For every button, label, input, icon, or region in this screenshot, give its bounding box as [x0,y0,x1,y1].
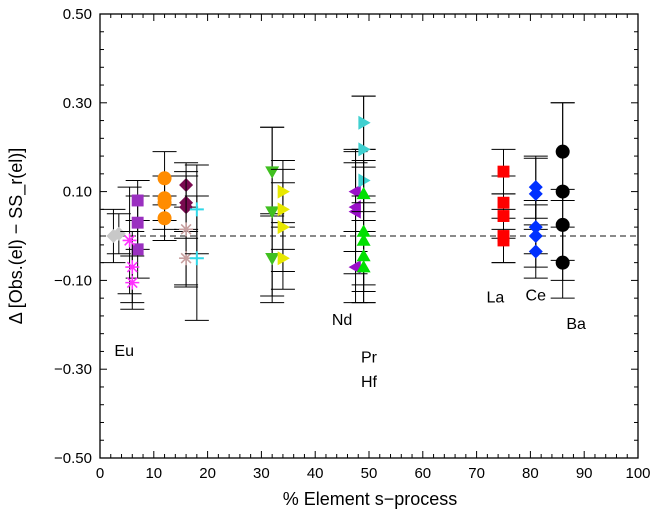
data-series [184,164,209,321]
data-point [356,233,371,246]
data-series [152,151,177,241]
data-point [157,211,172,226]
data-point [277,184,290,199]
x-tick-label: 20 [199,465,216,482]
data-point [189,251,204,266]
x-tick-label: 60 [414,465,431,482]
data-point [356,248,371,262]
data-point [528,244,543,259]
x-tick-label: 50 [361,465,378,482]
data-series [491,148,516,264]
data-point [358,115,371,130]
data-point [555,255,570,270]
data-series [351,160,376,304]
data-point [179,251,194,266]
element-label: Eu [114,343,134,360]
x-tick-label: 90 [576,465,593,482]
x-tick-label: 40 [307,465,324,482]
element-label: La [487,290,505,307]
data-point [131,194,144,207]
data-point [111,226,126,241]
data-point [157,171,172,186]
x-tick-label: 10 [145,465,162,482]
data-point [528,220,543,235]
data-point [348,184,361,199]
x-tick-label: 100 [625,465,650,482]
data-series [523,155,548,279]
data-point [277,220,290,235]
data-point [131,216,144,229]
element-label: Pr [361,350,378,367]
data-point [277,202,290,217]
data-point [497,234,510,247]
element-label: Ba [566,316,586,333]
data-series [101,208,131,264]
y-tick-label: 0.30 [63,95,92,112]
element-labels: Eu Nd Pr Hf La Ce Ba [114,287,586,391]
data-point [265,166,280,179]
data-point [125,275,140,290]
data-point [528,186,543,201]
data-point [157,195,172,210]
y-tick-label: −0.10 [54,272,92,289]
data-point [265,206,280,219]
y-tick-label: 0.10 [63,184,92,201]
data-point [131,243,144,256]
data-point [555,184,570,199]
data-point [265,252,280,266]
y-tick-label: 0.50 [63,6,92,23]
data-series [117,186,145,310]
data-point [125,260,140,275]
data-point [497,196,510,209]
data-point [189,202,204,217]
data-point [358,173,371,188]
y-tick-label: −0.30 [54,361,92,378]
x-tick-label: 80 [522,465,539,482]
data-point [555,144,570,159]
element-label: Hf [361,374,378,391]
data-point [497,165,510,178]
data-point [356,224,371,237]
element-label: Nd [332,312,352,329]
x-tick-label: 30 [253,465,270,482]
data-series [260,126,285,304]
x-tick-label: 0 [96,465,104,482]
series-layer [101,95,575,321]
data-point [122,233,137,248]
data-point [528,229,543,243]
axes: 0 10 20 30 40 50 60 70 80 90 100 −0.50 −0.30 −0.10 0.1… [54,6,650,482]
data-point [356,260,371,273]
data-point [356,186,371,200]
x-axis-label: % Element s−process [283,489,458,509]
data-point [277,251,290,266]
data-series [174,171,199,288]
x-tick-label: 70 [468,465,485,482]
data-point [497,210,510,222]
data-point [555,217,570,232]
data-series [270,160,295,290]
element-label: Ce [526,287,547,304]
data-point [358,142,371,157]
data-point [179,222,194,237]
data-series [550,102,575,299]
y-tick-label: −0.50 [54,450,92,467]
y-axis-label: Δ [Obs.(el) − SS_r(el)] [6,148,27,325]
